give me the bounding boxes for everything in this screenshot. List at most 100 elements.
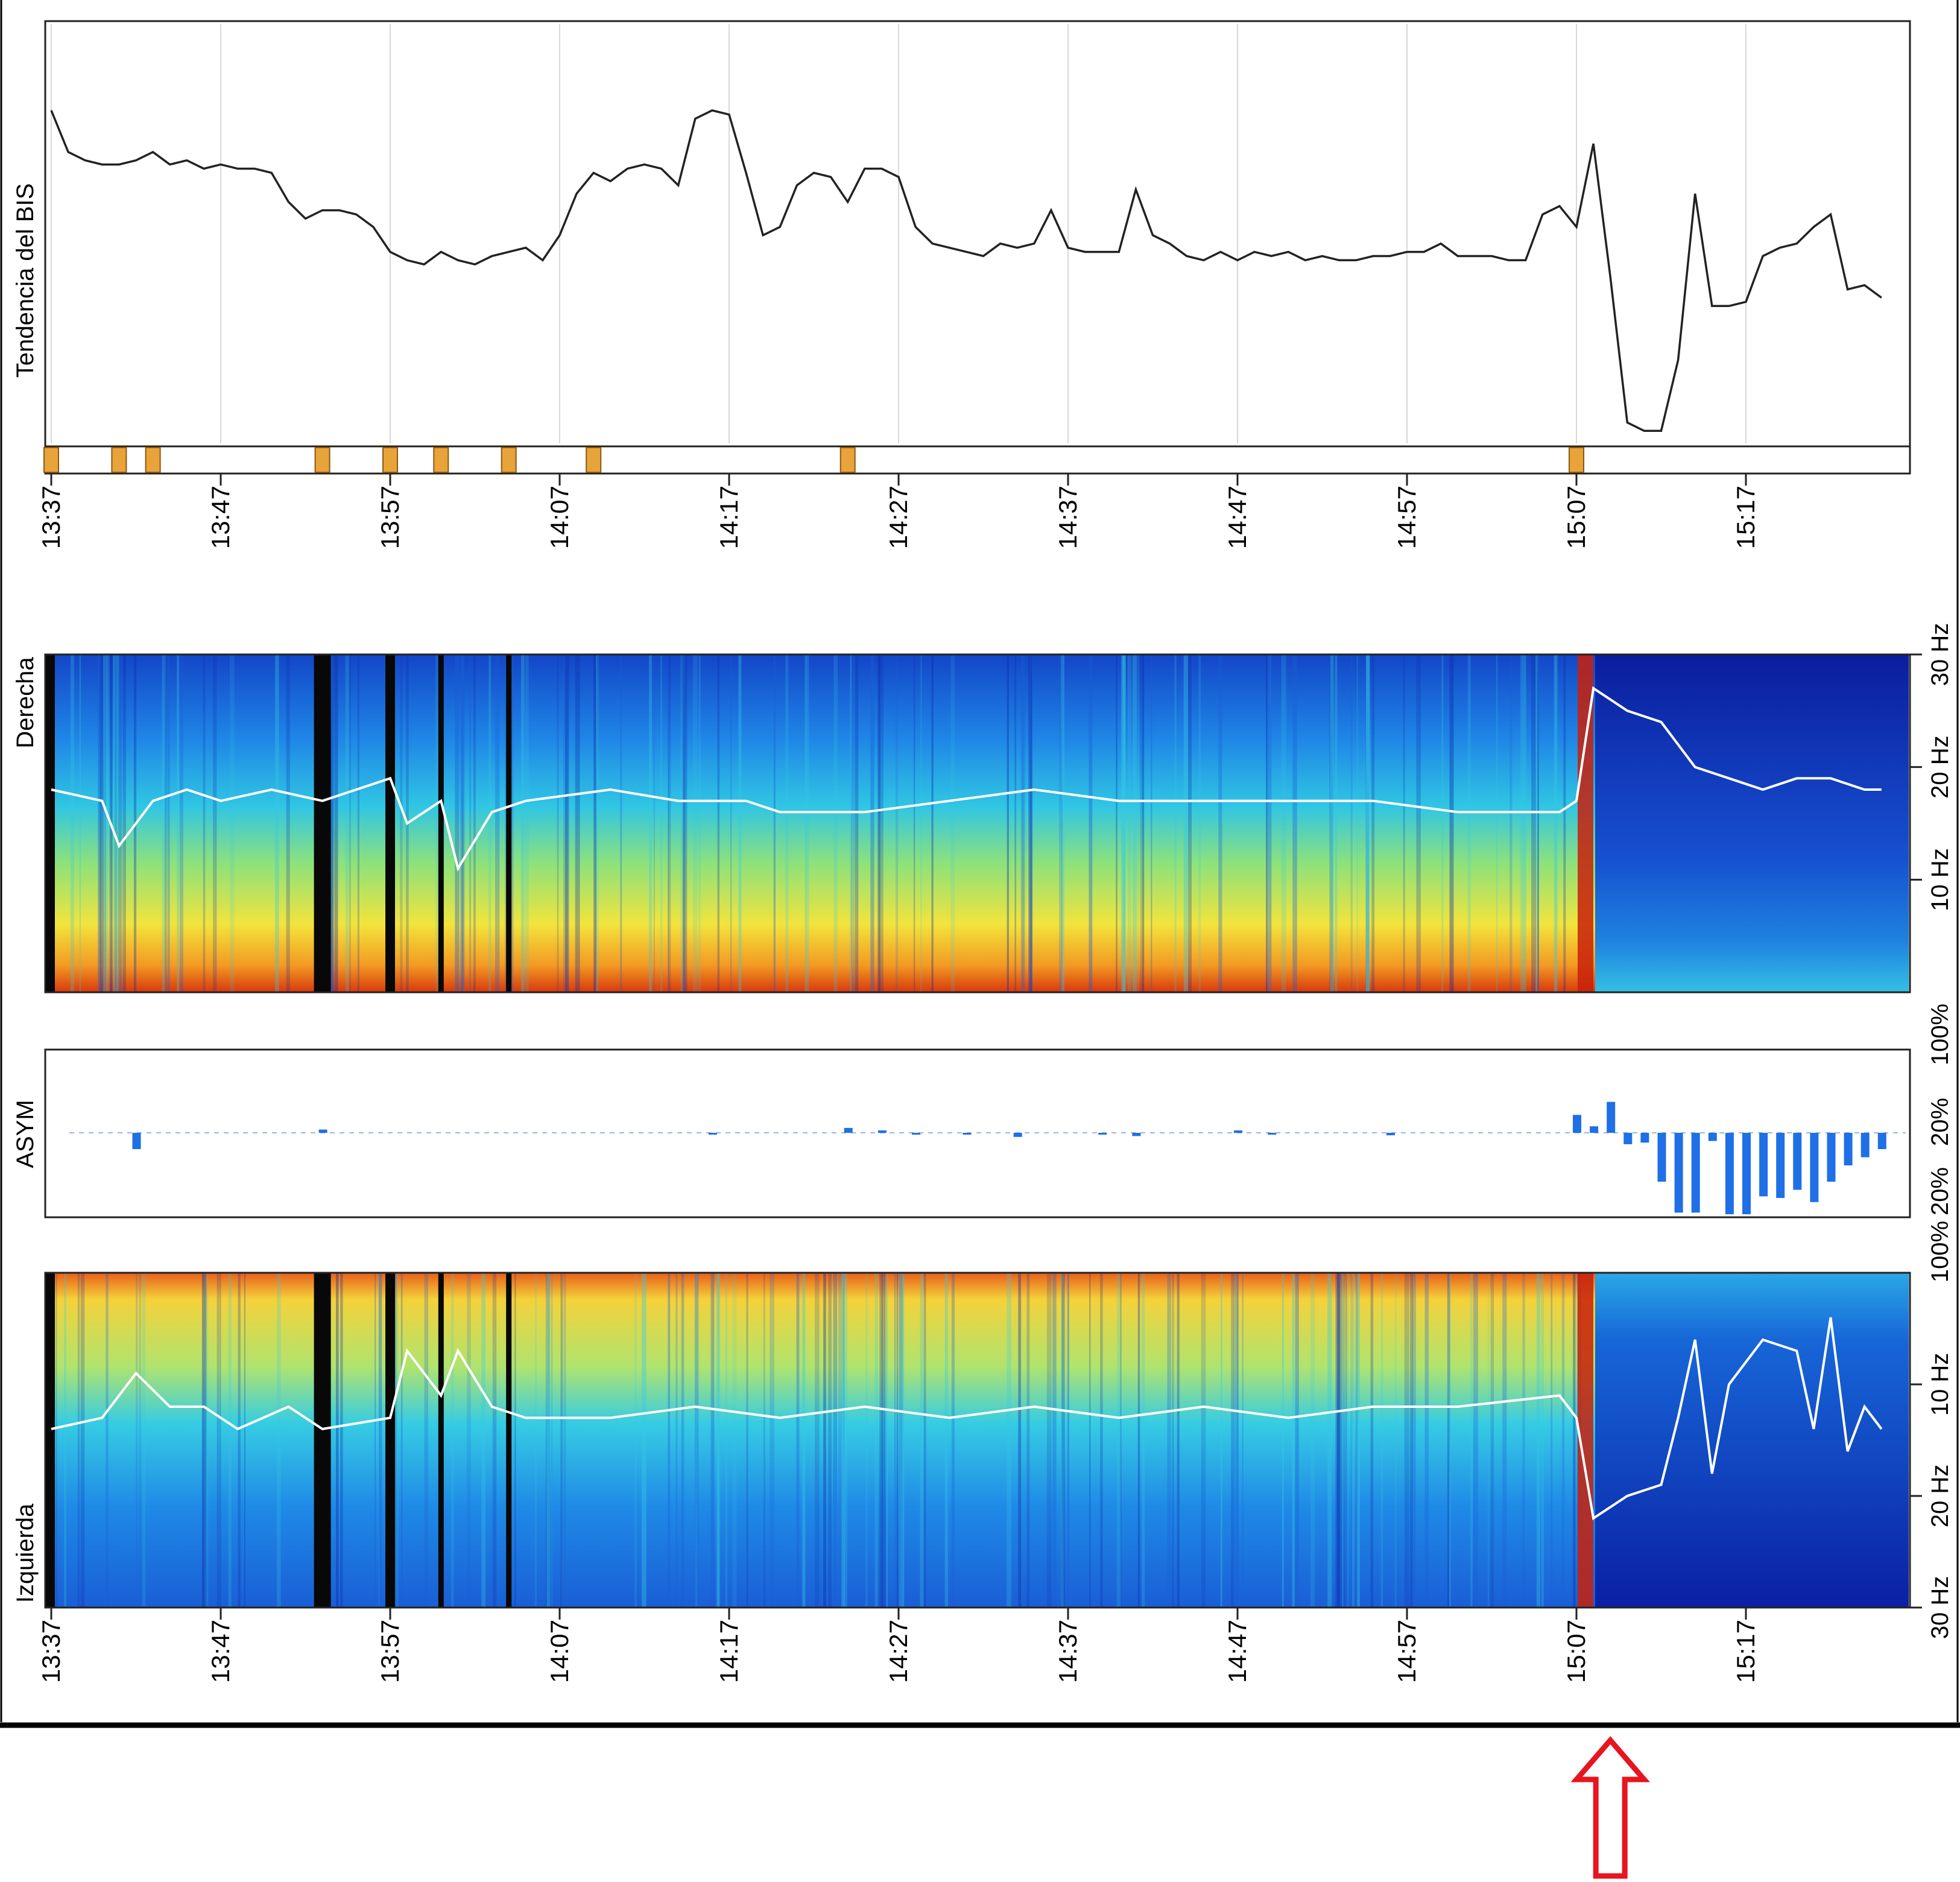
spectrogram-streak: [738, 654, 742, 992]
spectrogram-streak: [546, 1273, 551, 1608]
spectrogram-streak: [1342, 1273, 1344, 1608]
top-time-tick-label: 14:57: [1393, 486, 1421, 549]
spectrogram-streak: [1266, 654, 1272, 992]
asym-bar: [1657, 1133, 1666, 1182]
spectrogram-streak: [467, 1273, 471, 1608]
asym-bar: [1725, 1133, 1734, 1214]
izquierda-spectrogram: [45, 1273, 1595, 1608]
spectrogram-streak: [668, 1273, 671, 1608]
spectrogram-streak: [1140, 654, 1144, 992]
spectrogram-streak: [1067, 1273, 1069, 1608]
spectrogram-streak: [1337, 1273, 1342, 1608]
spectrogram-streak: [460, 654, 465, 992]
spectrogram-streak: [870, 654, 874, 992]
derecha-sef-line: [51, 686, 1882, 872]
bottom-time-tick-label: 14:47: [1223, 1620, 1251, 1683]
spectrogram-streak: [896, 654, 899, 992]
spectrogram-streak: [680, 654, 685, 992]
spectrogram-streak: [1218, 654, 1222, 992]
spectrogram-streak: [1350, 1273, 1353, 1608]
asym-bar: [1268, 1133, 1277, 1135]
spectrogram-streak: [1395, 1273, 1397, 1608]
spectrogram-streak: [805, 654, 807, 992]
spectrogram-streak: [850, 654, 852, 992]
spectrogram-streak: [238, 1273, 241, 1608]
spectrogram-streak: [340, 1273, 343, 1608]
spectrogram-streak: [1409, 1273, 1413, 1608]
spectrogram-streak: [375, 1273, 376, 1608]
asym-bar: [963, 1133, 972, 1135]
spectrogram-streak: [165, 654, 167, 992]
top-time-tick-label: 15:07: [1562, 486, 1590, 549]
spectrogram-streak: [879, 654, 884, 992]
spectrogram-streak: [1022, 654, 1026, 992]
spectrogram-dark-band: [314, 654, 331, 992]
spectrogram-streak: [717, 1273, 721, 1608]
spectrogram-streak: [1467, 654, 1471, 992]
spectrogram-streak: [1510, 654, 1513, 992]
spectrogram-streak: [1356, 654, 1358, 992]
spectrogram-streak: [557, 654, 559, 992]
asym-bar: [1742, 1133, 1751, 1214]
derecha-spectrogram: [45, 654, 1595, 992]
spectrogram-streak: [851, 654, 856, 992]
spectrogram-streak: [1061, 1273, 1065, 1608]
asym-bar: [1013, 1133, 1022, 1137]
asym-bar: [708, 1133, 717, 1135]
spectrogram-streak: [275, 654, 279, 992]
bottom-time-tick-label: 14:27: [884, 1620, 912, 1683]
spectrogram-streak: [139, 1273, 142, 1608]
spectrogram-streak: [593, 654, 596, 992]
spectrogram-streak: [1052, 1273, 1057, 1608]
spectrogram-streak: [450, 1273, 454, 1608]
spectrogram-streak: [1177, 1273, 1180, 1608]
spectrogram-streak: [1473, 1273, 1478, 1608]
spectrogram-streak: [1242, 1273, 1244, 1608]
spectrogram-streak: [1496, 654, 1498, 992]
asym-bar: [1386, 1133, 1395, 1136]
spectrogram-streak: [1449, 1273, 1451, 1608]
spectrogram-dark-band: [385, 654, 395, 992]
spectrogram-streak: [642, 1273, 646, 1608]
spectrogram-streak: [1561, 1273, 1565, 1608]
spectrogram-streak: [336, 1273, 339, 1608]
spectrogram-streak: [1329, 654, 1333, 992]
spectrogram-streak: [1137, 1273, 1140, 1608]
asym-bars: [132, 1101, 1886, 1214]
spectrogram-streak: [1151, 654, 1152, 992]
spectrogram-streak: [1100, 1273, 1103, 1608]
time-axis-bottom: 13:37 13:47 13:57 14:07 14:17 14:27 14:37 14:47…: [37, 1608, 1760, 1683]
spectrogram-streak: [80, 1273, 85, 1608]
spectrogram-streak: [1441, 654, 1444, 992]
spectrogram-streak: [400, 654, 403, 992]
spectrogram-streak: [683, 654, 688, 992]
spectrogram-streak: [805, 654, 809, 992]
spectrogram-streak: [330, 654, 333, 992]
spectrogram-streak: [1231, 1273, 1234, 1608]
bis-plot-frame: [44, 20, 1911, 475]
spectrogram-streak: [1221, 1273, 1222, 1608]
spectrogram-streak: [881, 1273, 885, 1608]
spectrogram-streak: [177, 654, 179, 992]
spectrogram-streak: [842, 1273, 848, 1608]
asym-panel: ASYM 100% 20% 20% 100%: [12, 1004, 1953, 1282]
spectrogram-streak: [1120, 1273, 1122, 1608]
spectrogram-streak: [1447, 1273, 1450, 1608]
spectrogram-streak: [823, 1273, 826, 1608]
spectrogram-streak: [1380, 1273, 1383, 1608]
spectrogram-streak: [201, 1273, 207, 1608]
spectrogram-streak: [77, 1273, 80, 1608]
asym-bar: [1132, 1133, 1141, 1136]
bottom-time-tick-label: 14:07: [545, 1620, 574, 1683]
asym-bar: [1623, 1133, 1633, 1144]
spectrogram-streak: [345, 654, 349, 992]
bottom-time-tick-label: 14:17: [715, 1620, 743, 1683]
spectrogram-streak: [682, 654, 686, 992]
spectrogram-streak: [815, 1273, 820, 1608]
spectrogram-streak: [1142, 1273, 1145, 1608]
asym-tick-label: 20%: [1927, 1167, 1953, 1215]
spectrogram-streak: [492, 1273, 497, 1608]
spectrogram-dark-band: [438, 654, 444, 992]
spectrogram-streak: [913, 654, 915, 992]
